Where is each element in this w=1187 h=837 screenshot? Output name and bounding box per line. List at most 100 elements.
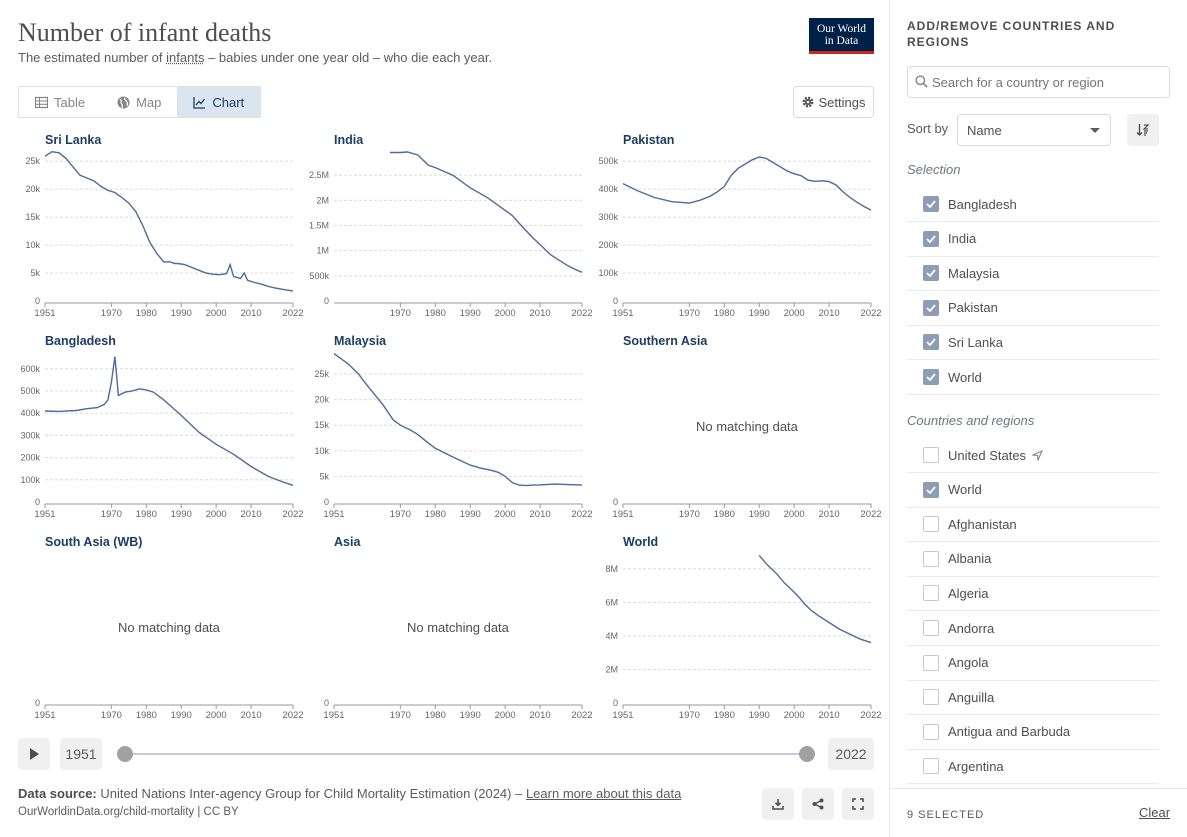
checkbox[interactable] (923, 723, 939, 740)
y-tick-label: 600k (20, 364, 40, 374)
learn-more-link[interactable]: Learn more about this data (525, 786, 682, 801)
timeline-end-handle[interactable] (799, 746, 815, 762)
check-icon (926, 304, 936, 312)
series-line-india (389, 151, 583, 273)
checkbox[interactable] (923, 550, 939, 567)
owid-logo[interactable]: Our World in Data (809, 18, 874, 54)
timeline-start-handle[interactable] (117, 746, 133, 762)
entity-label: India (948, 231, 977, 247)
selected-count: 9 SELECTED (907, 809, 985, 821)
series-line-malaysia (333, 353, 583, 487)
settings-button[interactable]: Settings (793, 86, 874, 118)
y-tick-label: 1.5M (309, 221, 329, 231)
checkbox[interactable] (923, 481, 939, 498)
entity-label: Sri Lanka (948, 334, 1003, 350)
timeline-end-year[interactable]: 2022 (828, 738, 874, 770)
y-tick-label: 8M (605, 564, 618, 574)
entity-row[interactable]: Afghanistan (907, 507, 1159, 543)
check-icon (926, 373, 936, 381)
y-tick-label: 4M (605, 631, 618, 641)
entity-row[interactable]: Bangladesh (907, 187, 1159, 222)
logo-line-2: in Data (824, 35, 859, 47)
checkbox[interactable] (923, 265, 939, 282)
entity-row[interactable]: Albania (907, 542, 1159, 577)
checkbox[interactable] (923, 230, 939, 247)
entity-row[interactable]: Angola (907, 646, 1159, 681)
entity-row[interactable]: Algeria (907, 576, 1159, 612)
series-line-sri-lanka (44, 150, 294, 292)
checkbox[interactable] (923, 654, 939, 671)
checkbox[interactable] (923, 447, 939, 463)
x-tick-label: 2000 (206, 710, 227, 721)
x-tick-label: 2010 (241, 509, 262, 520)
entity-row[interactable]: United States (907, 438, 1159, 473)
sort-select[interactable]: Name (957, 114, 1111, 146)
entity-label: Angola (948, 655, 989, 671)
download-button[interactable] (762, 788, 794, 820)
panel-title-india: India (334, 133, 364, 147)
timeline-track[interactable] (125, 753, 807, 755)
entity-row[interactable]: Pakistan (907, 291, 1159, 326)
entity-label: Antigua and Barbuda (948, 724, 1071, 740)
no-data-message: No matching data (696, 418, 798, 434)
entity-label: Afghanistan (948, 516, 1017, 532)
entity-row[interactable]: Anguilla (907, 680, 1159, 716)
fullscreen-button[interactable] (842, 788, 874, 820)
checkbox[interactable] (923, 689, 939, 706)
y-tick-label: 5k (319, 471, 329, 481)
y-tick-label: 100k (20, 475, 40, 485)
entity-row[interactable]: Sri Lanka (907, 325, 1159, 361)
panel-title-world: World (623, 535, 659, 549)
entity-label: Pakistan (948, 300, 998, 316)
entity-label: World (948, 369, 982, 385)
x-tick-label: 2000 (784, 308, 805, 319)
checkbox[interactable] (923, 369, 939, 385)
countries-label: Countries and regions (907, 413, 1035, 428)
infants-link[interactable]: infants (166, 50, 205, 65)
sort-label: Sort by (907, 121, 949, 136)
checkbox[interactable] (923, 196, 939, 212)
share-button[interactable] (802, 788, 834, 820)
checkbox[interactable] (923, 758, 939, 775)
x-tick-label: 2022 (282, 308, 303, 319)
checkbox[interactable] (923, 334, 939, 351)
checkbox[interactable] (923, 585, 939, 602)
subtitle-post: – babies under one year old – who die ea… (204, 50, 493, 65)
series-line-bangladesh (44, 356, 294, 486)
timeline-start-year[interactable]: 1951 (60, 738, 102, 770)
entity-row[interactable]: Argentina (907, 749, 1159, 785)
tab-map[interactable]: Map (101, 87, 177, 117)
tab-table-label: Table (54, 94, 86, 110)
clear-button[interactable]: Clear (1139, 805, 1171, 820)
entity-row[interactable]: Andorra (907, 611, 1159, 646)
entity-row[interactable]: India (907, 222, 1159, 257)
globe-icon (117, 96, 130, 108)
checkbox[interactable] (923, 620, 939, 636)
sort-icon (1136, 124, 1150, 136)
credit-line[interactable]: OurWorldinData.org/child-mortality | CC … (18, 806, 239, 818)
checkbox[interactable] (923, 299, 939, 316)
timeline: 1951 2022 (18, 738, 874, 770)
tab-map-label: Map (136, 94, 162, 110)
y-tick-label: 10k (314, 446, 329, 456)
play-button[interactable] (18, 738, 50, 770)
x-tick-label: 2000 (495, 308, 516, 319)
entity-row[interactable]: World (907, 473, 1159, 508)
tab-table[interactable]: Table (19, 87, 101, 117)
share-icon (812, 798, 824, 810)
x-tick-label: 1951 (34, 308, 55, 319)
entity-row[interactable]: Antigua and Barbuda (907, 715, 1159, 750)
gear-icon (802, 96, 813, 108)
search-input[interactable] (907, 66, 1170, 98)
table-icon (35, 96, 48, 108)
x-tick-label: 1970 (101, 509, 122, 520)
entity-row[interactable]: World (907, 360, 1159, 395)
tab-chart[interactable]: Chart (177, 87, 261, 117)
x-tick-label: 2022 (860, 509, 881, 520)
entity-row[interactable]: Malaysia (907, 256, 1159, 292)
checkbox[interactable] (923, 516, 939, 533)
x-tick-label: 2010 (530, 710, 551, 721)
page-subtitle: The estimated number of infants – babies… (18, 50, 492, 65)
sort-order-button[interactable] (1127, 114, 1159, 146)
location-arrow-icon (1032, 449, 1044, 461)
